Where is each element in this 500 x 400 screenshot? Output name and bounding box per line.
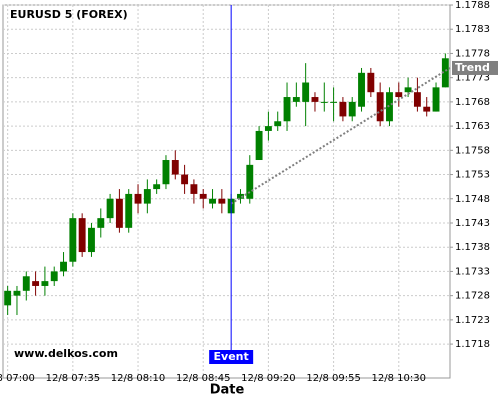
x-tick-label: 12/8 07:00 <box>0 373 35 384</box>
event-label-box <box>209 350 254 364</box>
x-axis-label: Date <box>210 383 245 398</box>
y-tick-label: 1.1758 <box>455 145 490 156</box>
y-tick-label: 1.1763 <box>455 121 490 132</box>
candle-body <box>78 218 86 253</box>
candle-body <box>143 189 151 204</box>
x-tick-label: 12/8 08:45 <box>176 373 230 384</box>
candle-body <box>367 72 375 93</box>
candle-body <box>218 198 226 204</box>
candle-body <box>246 164 254 199</box>
candle-body <box>97 218 105 228</box>
candle-body <box>441 58 449 88</box>
candle-body <box>134 193 142 204</box>
x-tick-label: 12/8 09:55 <box>306 373 360 384</box>
y-tick-label: 1.1773 <box>455 73 490 84</box>
plot-frame <box>2 4 451 379</box>
candle-body <box>88 227 95 253</box>
trend-label: Trend <box>455 61 490 74</box>
y-tick-label: 1.1748 <box>455 194 490 205</box>
candle-body <box>423 106 431 112</box>
candle-body <box>320 101 328 103</box>
candle-body <box>330 101 338 103</box>
y-tick-label: 1.1723 <box>455 315 490 326</box>
candle-body <box>181 174 189 185</box>
candle-body <box>32 281 40 286</box>
candle-body <box>60 261 67 272</box>
candle-body <box>302 82 310 102</box>
candle-body <box>311 97 319 102</box>
y-tick-label: 1.1743 <box>455 218 490 229</box>
candle-body <box>237 193 244 199</box>
candle-body <box>4 290 12 306</box>
candle-body <box>432 87 440 112</box>
candle-body <box>115 198 123 228</box>
x-tick-label: 12/8 07:35 <box>46 373 100 384</box>
candle-body <box>413 92 421 107</box>
candle-body <box>69 218 77 262</box>
candle-body <box>209 198 216 204</box>
chart-title: EURUSD 5 (FOREX) <box>10 8 128 21</box>
candle-body <box>162 160 170 185</box>
watermark: www.delkos.com <box>14 347 118 360</box>
x-tick-label: 12/8 08:10 <box>111 373 165 384</box>
y-tick-label: 1.1783 <box>455 24 490 35</box>
candle-body <box>264 126 272 131</box>
y-tick-label: 1.1778 <box>455 48 490 59</box>
candle-body <box>106 198 114 219</box>
candle-body <box>404 87 412 93</box>
candle-body <box>386 92 393 122</box>
y-tick-label: 1.1738 <box>455 242 490 253</box>
candle-body <box>153 184 161 190</box>
candle-body <box>50 271 58 282</box>
x-tick-label: 12/8 10:30 <box>372 373 426 384</box>
candle-body <box>348 101 356 117</box>
event-label: Event <box>214 350 249 363</box>
candle-body <box>283 97 291 122</box>
y-tick-label: 1.1733 <box>455 266 490 277</box>
y-tick-label: 1.1718 <box>455 339 490 350</box>
candle-body <box>274 121 282 127</box>
candle-body <box>395 92 403 98</box>
candle-body <box>41 281 49 286</box>
candle-body <box>358 72 365 107</box>
candle-body <box>22 276 30 291</box>
y-tick-label: 1.1728 <box>455 291 490 302</box>
trend-label-box <box>452 60 498 75</box>
candle-body <box>190 184 198 194</box>
candle-body <box>13 290 21 296</box>
y-tick-label: 1.1768 <box>455 97 490 108</box>
x-tick-label: 12/8 09:20 <box>241 373 295 384</box>
trend-line <box>230 67 451 205</box>
candle-body <box>125 193 133 228</box>
y-tick-label: 1.1788 <box>455 0 490 11</box>
y-tick-label: 1.1753 <box>455 170 490 181</box>
candle-body <box>292 97 300 102</box>
candle-body <box>199 193 207 199</box>
candle-body <box>339 101 347 117</box>
candle-body <box>255 130 263 161</box>
candle-body <box>171 160 179 175</box>
candle-body <box>376 92 384 122</box>
